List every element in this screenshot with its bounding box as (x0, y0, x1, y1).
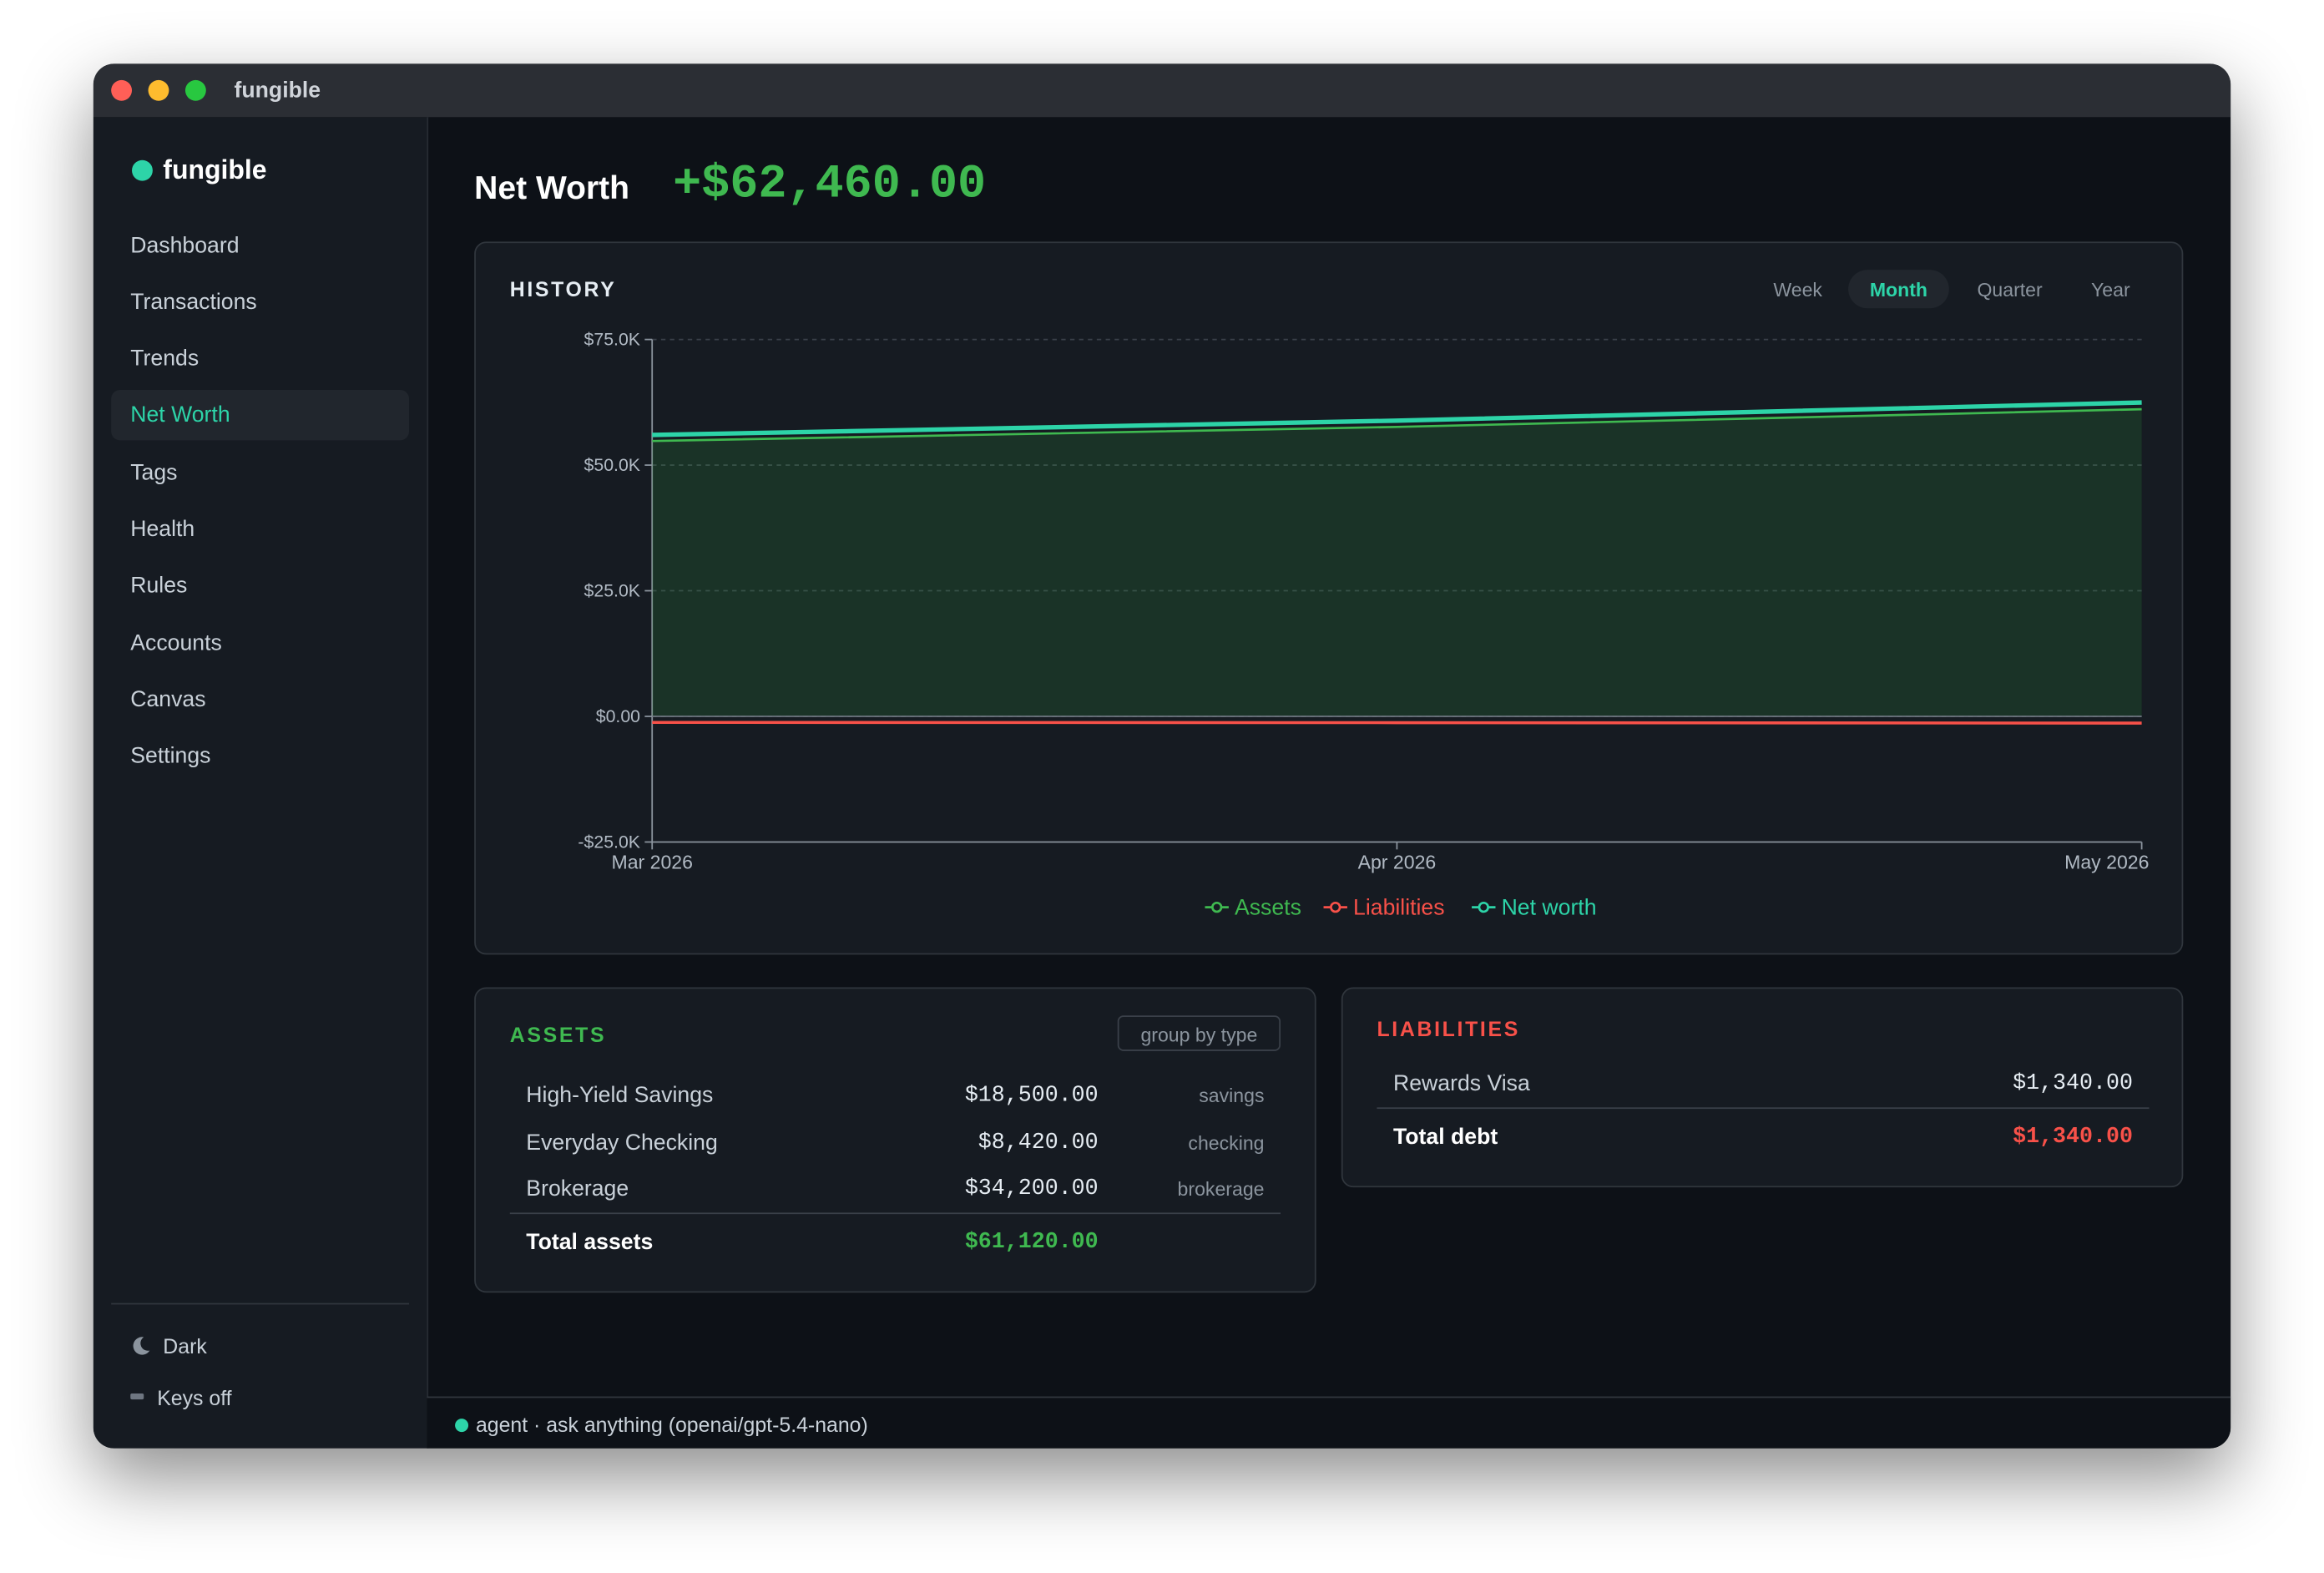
nav-active-bg (111, 389, 410, 441)
account-name: Everyday Checking (526, 1130, 718, 1156)
account-amount: $1,340.00 (2013, 1070, 2133, 1096)
chart-title: HISTORY (510, 279, 617, 301)
sidebar-divider (111, 1302, 410, 1305)
group-button-label: group by type (1140, 1023, 1258, 1046)
y-tick-label: $25.0K (584, 581, 641, 601)
total-label: Total debt (1392, 1124, 1498, 1150)
sidebar (93, 117, 429, 1449)
theme-toggle[interactable]: Dark (163, 1333, 207, 1358)
series-line (652, 400, 2142, 438)
account-name: Rewards Visa (1392, 1070, 1530, 1096)
account-name: High-Yield Savings (526, 1083, 714, 1109)
legend-label[interactable]: Net worth (1502, 894, 1597, 919)
brand: fungible (163, 154, 267, 185)
app-window: fungible fungible Dashboard Transactions… (93, 63, 2231, 1449)
total-label: Total assets (526, 1229, 654, 1255)
nav-item[interactable]: Net Worth (130, 402, 230, 428)
y-tick-label: $50.0K (584, 455, 641, 475)
nav-item[interactable]: Tags (130, 460, 178, 486)
close-button[interactable] (111, 79, 133, 101)
agent-bar[interactable] (427, 1396, 2231, 1449)
range-button[interactable]: Week (1773, 279, 1822, 301)
range-button[interactable]: Year (2091, 279, 2130, 301)
keys-icon (130, 1393, 144, 1400)
assets-card: ASSETS group by type High-Yield Savings … (474, 987, 1316, 1293)
zoom-button[interactable] (184, 79, 206, 101)
assets-title: ASSETS (509, 1023, 607, 1047)
nav-item[interactable]: Health (130, 516, 195, 542)
minimize-button[interactable] (148, 79, 169, 101)
legend-label[interactable]: Liabilities (1353, 894, 1445, 919)
chart: HISTORY Week Month Quarter Year -$25.0K $0.00 $… (510, 270, 2149, 919)
nav-item[interactable]: Accounts (130, 630, 222, 656)
agent-dot (455, 1419, 469, 1433)
nav-item[interactable]: Transactions (130, 290, 257, 316)
series-line (652, 407, 2142, 443)
nav-item[interactable]: Settings (130, 743, 211, 769)
account-amount: $18,500.00 (964, 1083, 1099, 1109)
account-name: Brokerage (526, 1176, 629, 1202)
keys-toggle[interactable]: Keys off (157, 1386, 232, 1410)
nav-item[interactable]: Dashboard (130, 233, 240, 259)
row-divider (1377, 1107, 2150, 1110)
brand-dot (132, 159, 153, 181)
liabilities-card: LIABILITIES Rewards Visa $1,340.00 Total… (1341, 987, 2184, 1188)
group-button[interactable] (1117, 1015, 1281, 1051)
legend-marker (1330, 901, 1341, 913)
history-card: HISTORY Week Month Quarter Year -$25.0K $0.00 $… (474, 241, 2184, 955)
total-amount: $61,120.00 (964, 1229, 1099, 1255)
x-tick-label: Mar 2026 (611, 851, 693, 872)
liabilities-title: LIABILITIES (1377, 1016, 1521, 1041)
account-amount: $34,200.00 (964, 1176, 1099, 1202)
total-amount: $1,340.00 (2013, 1124, 2133, 1150)
y-tick-label: -$25.0K (578, 832, 640, 852)
x-tick-label: Apr 2026 (1358, 851, 1437, 872)
window-title: fungible (234, 78, 321, 104)
range-button[interactable]: Month (1870, 279, 1927, 301)
range-button[interactable]: Quarter (1977, 279, 2043, 301)
title-bar (93, 63, 2231, 118)
net-worth-value: +$62,460.00 (673, 156, 987, 212)
nav-item[interactable]: Canvas (130, 686, 206, 713)
range-active-bg (1848, 270, 1949, 309)
account-type: brokerage (1177, 1177, 1265, 1201)
page-title: Net Worth (474, 169, 630, 206)
x-tick-label: May 2026 (2064, 851, 2149, 872)
agent-prompt[interactable]: agent · ask anything (openai/gpt-5.4-nan… (475, 1413, 868, 1437)
legend-marker (1211, 901, 1223, 913)
nav-item[interactable]: Rules (130, 573, 188, 599)
account-amount: $8,420.00 (978, 1130, 1099, 1156)
row-divider (509, 1212, 1281, 1215)
series-line (652, 721, 2142, 725)
account-type: savings (1199, 1084, 1265, 1107)
account-type: checking (1188, 1131, 1265, 1155)
legend-marker (1478, 901, 1489, 913)
y-tick-label: $75.0K (584, 330, 641, 350)
legend-label[interactable]: Assets (1235, 894, 1301, 919)
nav-item[interactable]: Trends (130, 346, 200, 372)
y-tick-label: $0.00 (596, 706, 640, 726)
moon-icon (133, 1337, 150, 1355)
assets-area (652, 409, 2142, 717)
